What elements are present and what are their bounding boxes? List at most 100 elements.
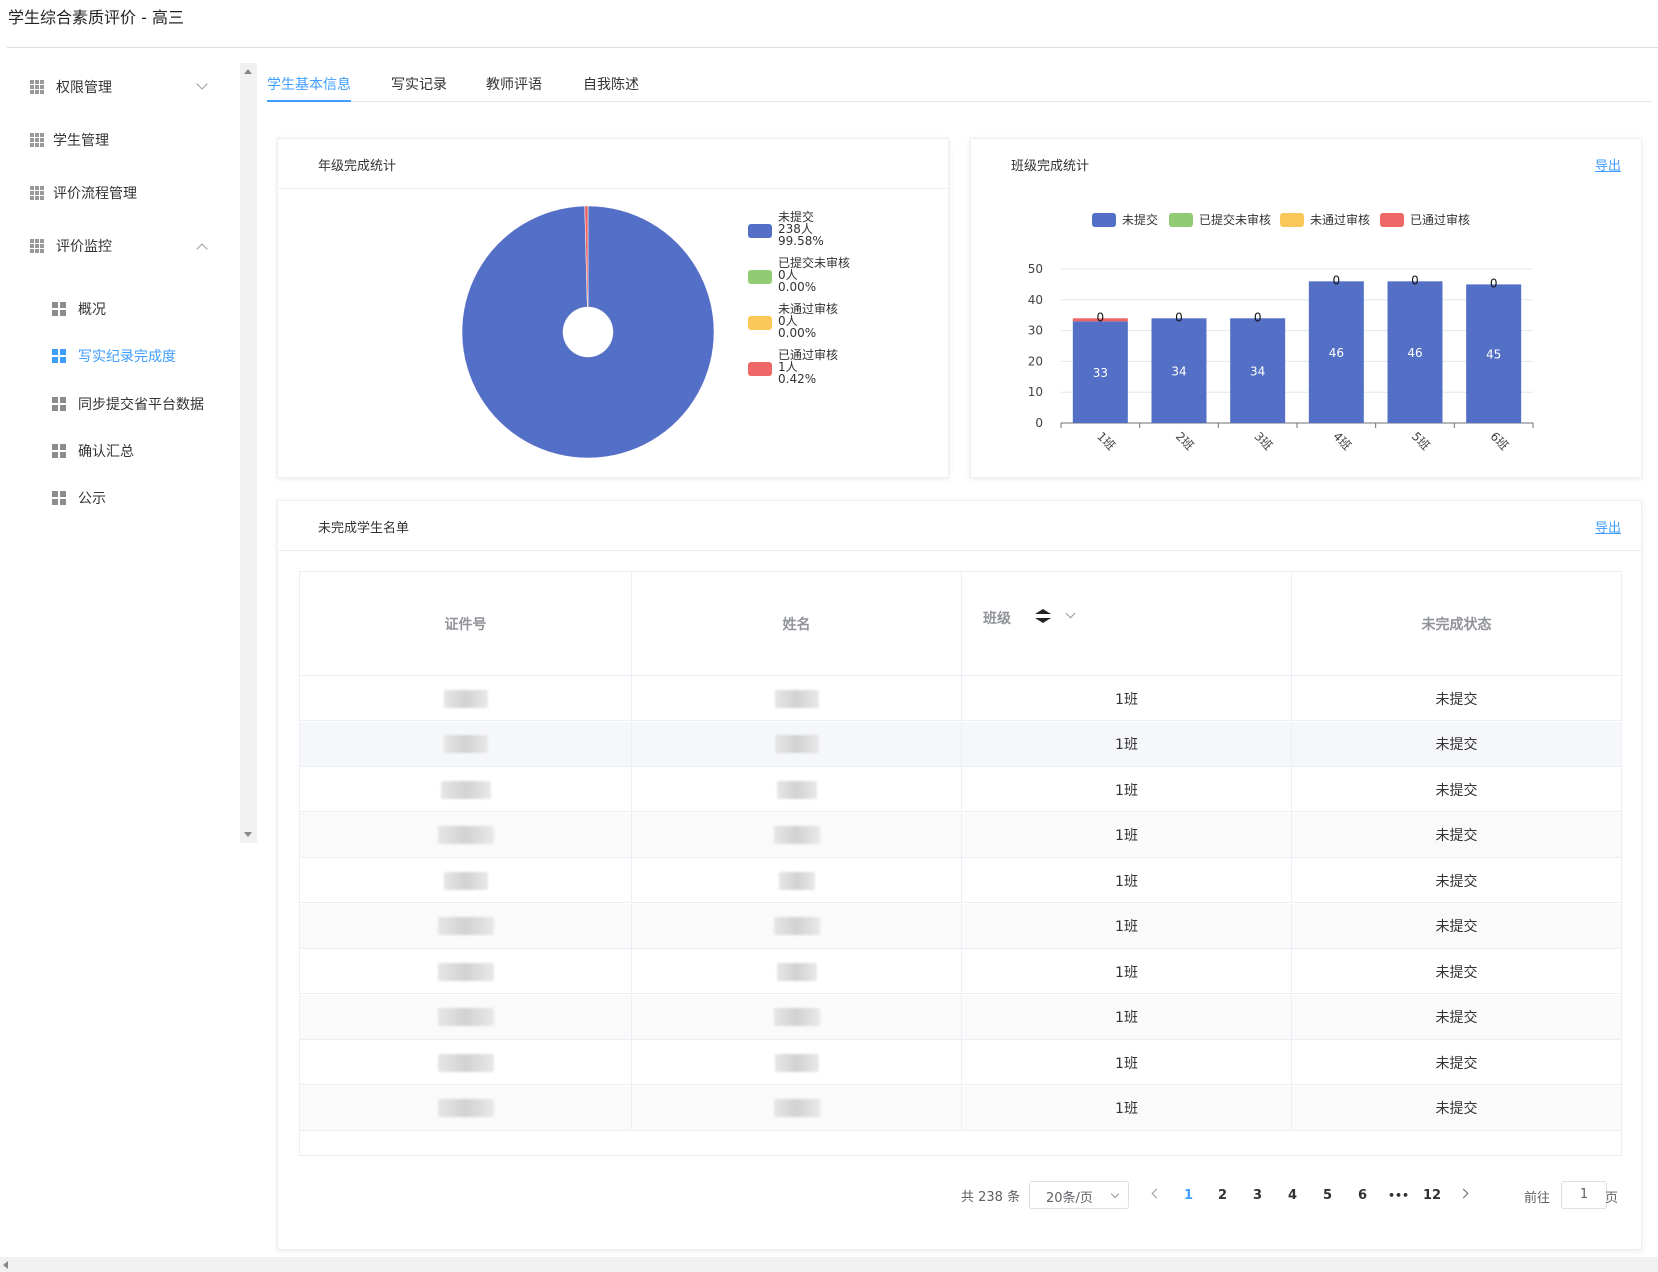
bar-chart: 0 10 20 30 40 50 33 0 1班 34 0 2班 34 0 3班 46 0 4班 46 0 5班 45 0 6…: [1028, 262, 1534, 453]
page-number[interactable]: 1: [1184, 1188, 1194, 1203]
sidebar-scrollbar[interactable]: [240, 63, 257, 843]
tab-teacher-comments[interactable]: 教师评语: [486, 77, 542, 93]
legend-name: 已提交未审核: [1199, 213, 1272, 227]
sidebar-subitem-record-completion[interactable]: 写实纪录完成度: [52, 341, 232, 371]
bar[interactable]: [1072, 321, 1128, 423]
legend-swatch: [748, 270, 772, 284]
bar[interactable]: [1308, 281, 1364, 423]
page-number[interactable]: 12: [1423, 1188, 1442, 1203]
pie-slice[interactable]: [584, 205, 589, 308]
bar-top-label: 0: [1175, 310, 1183, 324]
bar[interactable]: [1072, 318, 1128, 322]
cell-name: [632, 1085, 962, 1131]
horizontal-scrollbar[interactable]: [0, 1257, 1658, 1272]
grid-icon: [52, 397, 66, 411]
sidebar-subitem-sync[interactable]: 同步提交省平台数据: [52, 389, 237, 419]
y-tick-label: 50: [1028, 262, 1043, 276]
redacted-name: [778, 871, 815, 890]
legend-count: 238人: [778, 222, 813, 236]
column-header-status[interactable]: 未完成状态: [1292, 572, 1621, 676]
cell-class: 1班: [962, 1040, 1292, 1085]
y-tick-label: 40: [1028, 293, 1043, 307]
tab-records[interactable]: 写实记录: [391, 77, 447, 93]
grid-icon: [30, 133, 44, 147]
redacted-name: [773, 1099, 820, 1117]
grid-icon: [52, 302, 66, 316]
sidebar-item-permissions[interactable]: 权限管理: [30, 72, 210, 102]
prev-page-icon[interactable]: [1151, 1188, 1162, 1199]
cell-class: 1班: [962, 676, 1292, 721]
filter-chevron-down-icon[interactable]: [1065, 608, 1076, 619]
sidebar-item-flow[interactable]: 评价流程管理: [30, 178, 210, 208]
table-row[interactable]: 1班 未提交: [300, 858, 1621, 903]
y-tick-label: 10: [1028, 385, 1043, 399]
redacted-name: [774, 1053, 819, 1072]
page-number[interactable]: 6: [1358, 1188, 1368, 1203]
card-title: 班级完成统计: [1011, 159, 1090, 174]
bar[interactable]: [1230, 318, 1286, 423]
tab-basic-info[interactable]: 学生基本信息: [267, 77, 351, 93]
pie-slice[interactable]: [461, 205, 715, 459]
scroll-left-icon[interactable]: [3, 1261, 8, 1269]
tabs: 学生基本信息 写实记录 教师评语 自我陈述: [267, 70, 1652, 102]
cell-name: [632, 767, 962, 812]
x-tick-label: 3班: [1252, 429, 1276, 453]
page-size-select[interactable]: 20条/页: [1029, 1181, 1129, 1209]
table-row[interactable]: 1班 未提交: [300, 721, 1621, 767]
bar[interactable]: [1387, 281, 1443, 423]
legend-swatch: [1169, 213, 1193, 227]
page-ellipsis[interactable]: •••: [1388, 1189, 1410, 1202]
legend-name: 已提交未审核: [778, 256, 851, 270]
app-title: 学生综合素质评价 - 高三: [8, 8, 184, 27]
cell-status: 未提交: [1435, 782, 1478, 799]
bar[interactable]: [1466, 284, 1522, 423]
grid-icon: [52, 444, 66, 458]
sidebar-item-students[interactable]: 学生管理: [30, 125, 210, 155]
legend-count: 1人: [778, 360, 798, 374]
scroll-down-icon[interactable]: [244, 832, 252, 837]
table-row[interactable]: 1班 未提交: [300, 767, 1621, 812]
sidebar-item-monitor[interactable]: 评价监控: [30, 231, 210, 261]
sidebar-subitem-publicity[interactable]: 公示: [52, 483, 232, 513]
bar-top-label: 0: [1254, 310, 1262, 324]
export-unfinished-link[interactable]: 导出: [1594, 521, 1621, 536]
sort-icon[interactable]: [1033, 608, 1053, 624]
column-header-id[interactable]: 证件号: [300, 572, 632, 676]
tab-self-statement[interactable]: 自我陈述: [583, 77, 639, 93]
legend-name: 未提交: [778, 210, 815, 224]
redacted-name: [774, 689, 819, 708]
table-row[interactable]: 1班 未提交: [300, 1085, 1621, 1131]
bar-top-label: 0: [1490, 276, 1498, 290]
bar[interactable]: [1151, 318, 1207, 423]
bar-top-label: 0: [1411, 273, 1419, 287]
legend-pct: 99.58%: [778, 234, 824, 248]
redacted-id: [437, 1099, 494, 1117]
page-number[interactable]: 3: [1253, 1188, 1263, 1203]
table-row[interactable]: 1班 未提交: [300, 903, 1621, 949]
table-row[interactable]: 1班 未提交: [300, 949, 1621, 994]
sidebar-subitem-overview[interactable]: 概况: [52, 294, 232, 324]
table-row[interactable]: 1班 未提交: [300, 994, 1621, 1040]
page-number[interactable]: 2: [1218, 1188, 1228, 1203]
column-header-class[interactable]: 班级: [962, 572, 1292, 676]
redacted-name: [774, 735, 819, 753]
column-header-name[interactable]: 姓名: [632, 572, 962, 676]
export-class-link[interactable]: 导出: [1594, 159, 1621, 174]
y-tick-label: 30: [1028, 324, 1043, 338]
table-row[interactable]: 1班 未提交: [300, 676, 1621, 721]
goto-page-input[interactable]: 1: [1561, 1181, 1607, 1209]
bar-value-label: 33: [1093, 366, 1108, 380]
page-number[interactable]: 5: [1323, 1188, 1333, 1203]
class-stat-card: 班级完成统计 导出 未提交 已提交未审核 未通过审核 已通过审核 0 10 20 30…: [970, 138, 1642, 478]
page-number[interactable]: 4: [1288, 1188, 1298, 1203]
scroll-up-icon[interactable]: [244, 69, 252, 74]
legend-name: 已通过审核: [1410, 213, 1471, 227]
y-tick-label: 0: [1035, 416, 1043, 430]
next-page-icon[interactable]: [1458, 1188, 1469, 1199]
table-row[interactable]: 1班 未提交: [300, 1040, 1621, 1085]
sidebar-subitem-label: 同步提交省平台数据: [78, 397, 204, 413]
table-row[interactable]: 1班 未提交: [300, 812, 1621, 858]
sidebar-subitem-confirm[interactable]: 确认汇总: [52, 436, 232, 466]
column-header-label: 班级: [983, 611, 1011, 627]
top-divider: [7, 47, 1658, 48]
